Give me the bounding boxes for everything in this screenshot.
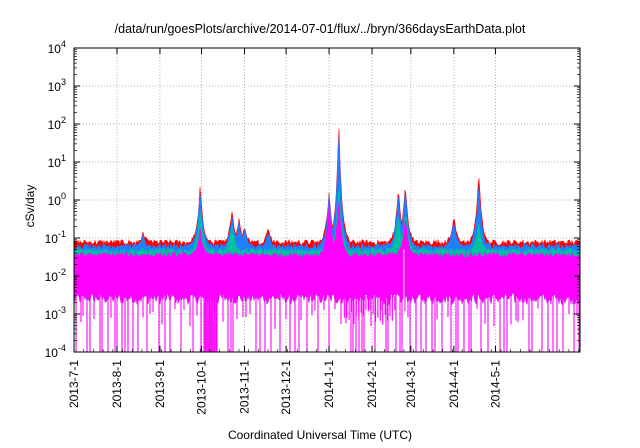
x-tick-label: 2013-9-1 bbox=[153, 360, 167, 408]
x-tick-label: 2013-7-1 bbox=[67, 360, 81, 408]
x-axis-label: Coordinated Universal Time (UTC) bbox=[227, 428, 413, 442]
x-tick-label: 2014-3-1 bbox=[404, 360, 418, 408]
x-tick-label: 2014-2-1 bbox=[365, 360, 379, 408]
y-tick-label: 102 bbox=[48, 115, 66, 132]
x-tick-label: 2014-1-1 bbox=[322, 360, 336, 408]
x-tick-label: 2013-8-1 bbox=[110, 360, 124, 408]
x-tick-label: 2013-12-1 bbox=[279, 360, 293, 415]
y-tick-label: 10-3 bbox=[45, 305, 66, 322]
x-tick-label: 2013-11-1 bbox=[238, 360, 252, 414]
chart-title: /data/run/goesPlots/archive/2014-07-01/f… bbox=[114, 22, 526, 36]
y-tick-label: 103 bbox=[48, 77, 66, 94]
x-tick-label: 2014-5-1 bbox=[488, 360, 502, 408]
x-tick-label: 2014-4-1 bbox=[447, 360, 461, 408]
y-tick-label: 10-1 bbox=[45, 229, 66, 246]
y-tick-label: 100 bbox=[48, 191, 66, 208]
y-tick-label: 104 bbox=[48, 39, 66, 56]
y-tick-label: 101 bbox=[48, 153, 66, 170]
series-dropouts bbox=[75, 291, 580, 352]
y-tick-label: 10-4 bbox=[45, 343, 66, 360]
y-tick-label: 10-2 bbox=[45, 267, 66, 284]
x-tick-label: 2013-10-1 bbox=[195, 360, 209, 415]
